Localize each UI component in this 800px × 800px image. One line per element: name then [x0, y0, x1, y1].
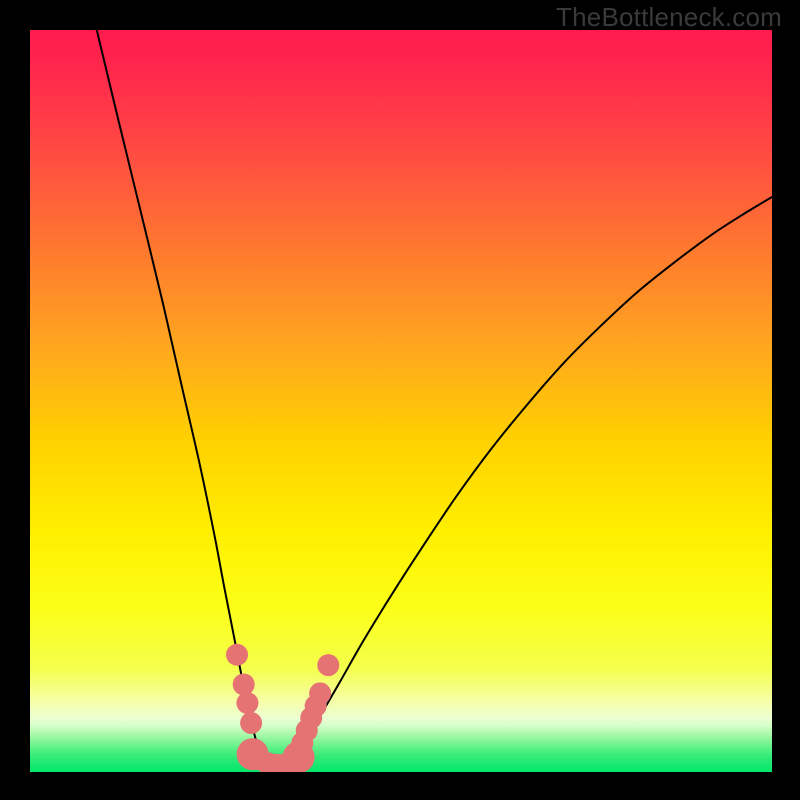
marker-dot — [317, 654, 339, 676]
chart-container: TheBottleneck.com — [0, 0, 800, 800]
marker-dot — [226, 644, 248, 666]
marker-dot — [309, 682, 331, 704]
marker-dot — [240, 712, 262, 734]
plot-svg — [30, 30, 772, 772]
plot-area — [30, 30, 772, 772]
marker-dot — [233, 673, 255, 695]
gradient-background — [30, 30, 772, 772]
marker-dot — [236, 692, 258, 714]
watermark-text: TheBottleneck.com — [556, 2, 782, 33]
